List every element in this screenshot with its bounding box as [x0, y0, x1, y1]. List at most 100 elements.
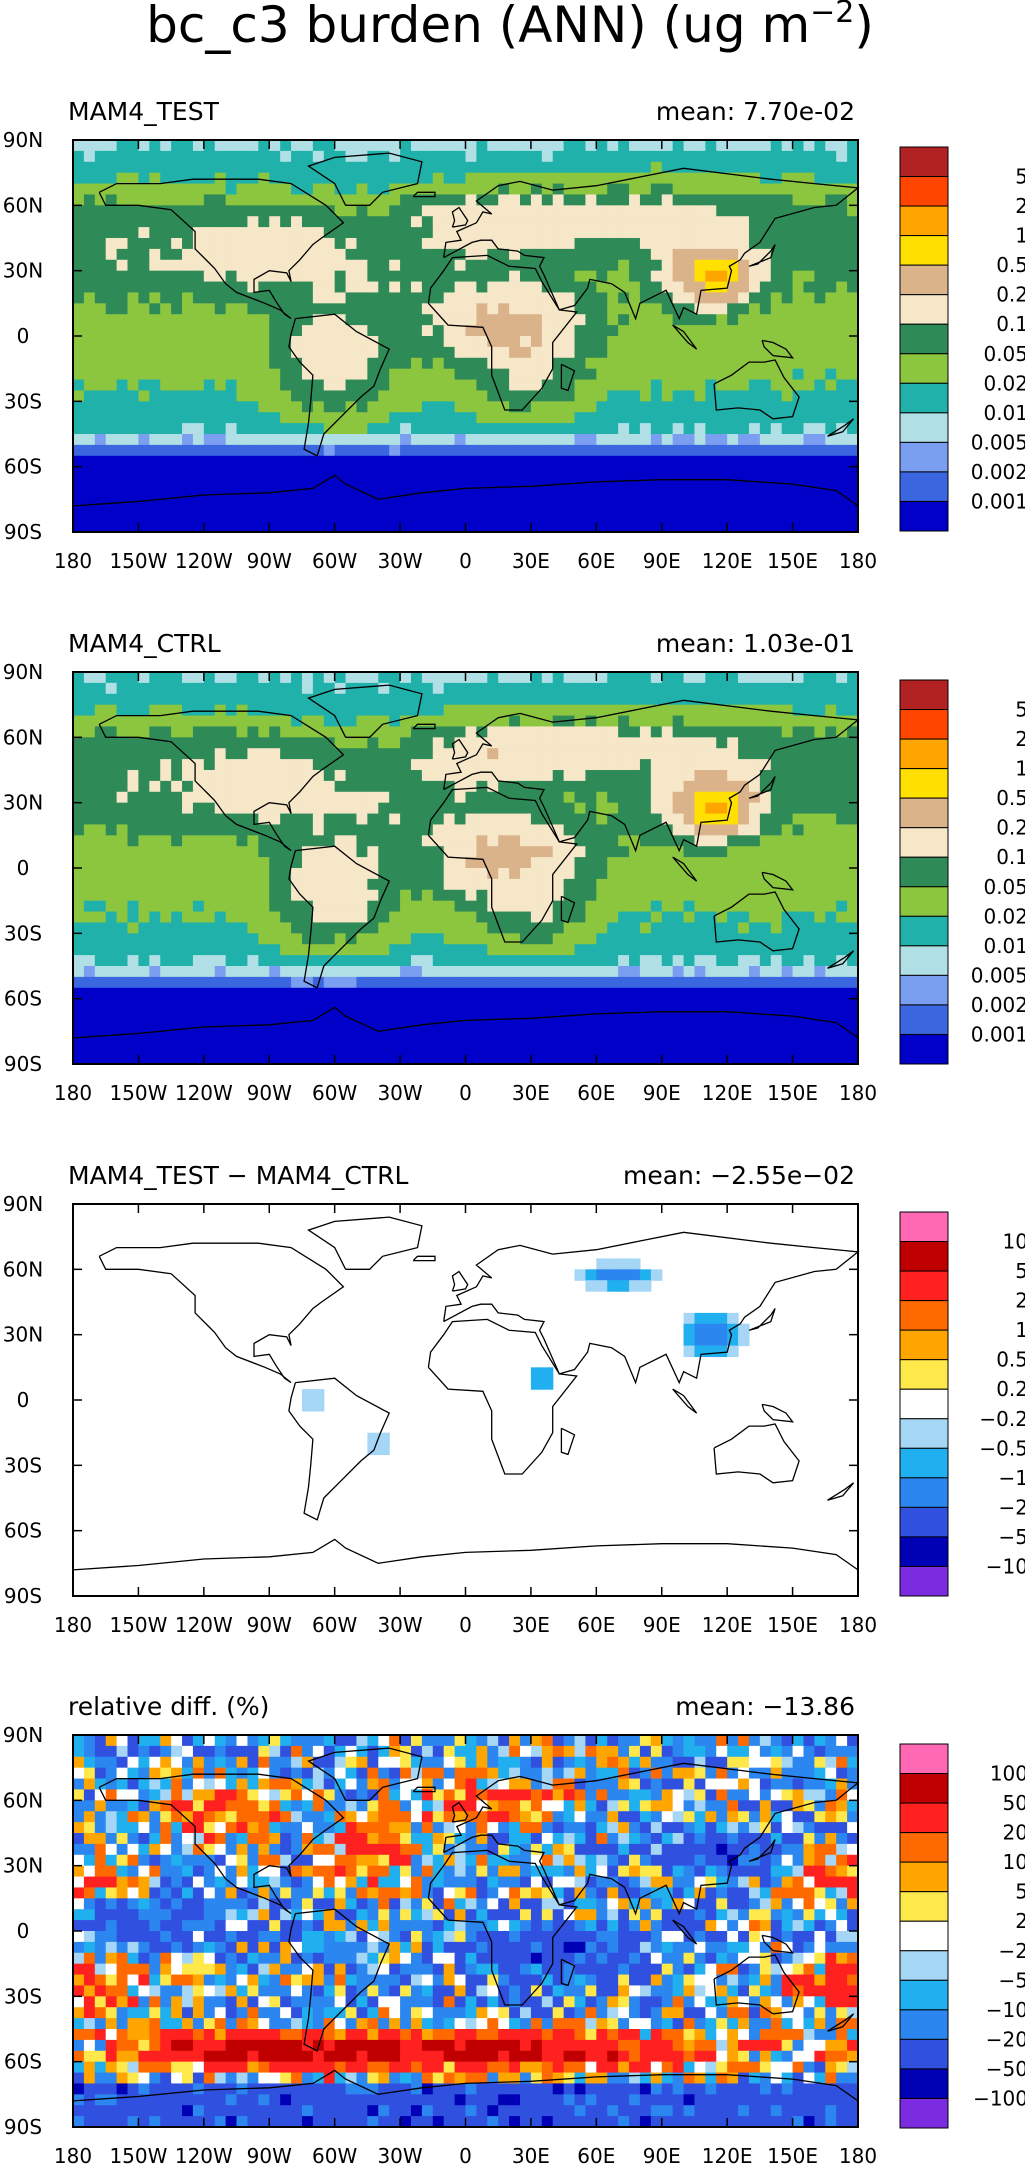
field-cell — [378, 379, 390, 392]
field-cell — [312, 672, 325, 684]
field-cell — [748, 911, 761, 924]
field-cell — [378, 150, 390, 163]
field-cell — [672, 759, 685, 771]
field-cell — [520, 466, 532, 479]
field-cell — [323, 857, 336, 869]
field-cell — [585, 726, 597, 738]
field-cell — [258, 693, 270, 706]
field-cell — [323, 379, 336, 392]
field-cell — [716, 704, 728, 717]
field-cell — [171, 813, 183, 826]
field-cell — [759, 248, 772, 261]
field-cell — [847, 379, 859, 392]
field-cell — [716, 325, 728, 337]
field-cell — [367, 357, 379, 370]
field-cell — [160, 336, 172, 348]
field-cell — [803, 791, 815, 804]
field-cell — [389, 802, 401, 815]
field-cell — [73, 791, 85, 804]
field-cell — [847, 955, 859, 967]
field-cell — [367, 857, 379, 869]
field-cell — [410, 868, 423, 880]
field-cell — [323, 510, 336, 522]
field-cell — [705, 737, 717, 749]
field-cell — [389, 998, 401, 1011]
field-cell — [552, 857, 565, 869]
field-cell — [116, 248, 129, 261]
field-cell — [476, 194, 488, 206]
field-cell — [607, 770, 619, 782]
field-cell — [770, 303, 783, 315]
field-cell — [182, 444, 194, 457]
field-cell — [672, 368, 685, 381]
field-cell — [73, 390, 85, 402]
field-cell — [367, 259, 379, 272]
field-cell — [563, 248, 576, 261]
field-cell — [214, 368, 227, 381]
field-cell — [705, 238, 717, 250]
field-cell — [301, 412, 314, 424]
field-cell — [639, 791, 652, 804]
field-cell — [618, 846, 630, 858]
field-cell — [105, 150, 118, 163]
field-cell — [716, 868, 728, 880]
field-cell — [563, 682, 576, 695]
field-cell — [258, 227, 270, 239]
field-cell — [748, 303, 761, 315]
field-cell — [629, 933, 641, 945]
field-cell — [748, 846, 761, 858]
field-cell — [541, 857, 554, 869]
field-cell — [225, 748, 238, 760]
field-cell — [661, 868, 674, 880]
field-cell — [585, 846, 597, 858]
field-cell — [476, 390, 488, 402]
field-cell — [356, 955, 368, 967]
field-cell — [727, 248, 739, 261]
field-cell — [301, 357, 314, 370]
title-main: bc_c3 burden (ANN) (ug m — [146, 0, 810, 54]
field-cell — [650, 183, 663, 196]
field-cell — [825, 194, 837, 206]
field-cell — [182, 510, 194, 522]
field-cell — [563, 303, 576, 315]
field-cell — [672, 966, 685, 978]
field-cell — [291, 303, 303, 315]
field-cell — [367, 770, 379, 782]
field-cell — [171, 183, 183, 196]
field-cell — [454, 238, 467, 250]
field-cell — [530, 510, 543, 522]
field-cell — [618, 715, 630, 728]
field-cell — [345, 998, 358, 1011]
field-cell — [280, 194, 292, 206]
field-cell — [192, 227, 205, 239]
field-cell — [127, 401, 140, 413]
field-cell — [530, 357, 543, 370]
field-cell — [672, 183, 685, 196]
field-cell — [716, 194, 728, 206]
field-cell — [683, 205, 696, 217]
field-cell — [291, 466, 303, 479]
field-cell — [192, 933, 205, 945]
field-cell — [487, 922, 499, 934]
field-cell — [160, 499, 172, 511]
field-cell — [301, 238, 314, 250]
field-cell — [410, 401, 423, 413]
field-cell — [389, 726, 401, 738]
field-cell — [105, 259, 118, 272]
field-cell — [847, 336, 859, 348]
field-cell — [400, 248, 412, 261]
field-cell — [138, 998, 150, 1011]
field-cell — [421, 161, 434, 174]
field-cell — [214, 835, 227, 847]
field-cell — [716, 466, 728, 479]
field-cell — [410, 238, 423, 250]
field-cell — [487, 868, 499, 880]
field-cell — [705, 944, 717, 956]
field-cell — [127, 510, 140, 522]
field-cell — [225, 868, 238, 880]
field-cell — [727, 987, 739, 1000]
field-cell — [738, 227, 750, 239]
field-cell — [487, 379, 499, 392]
field-cell — [672, 510, 685, 522]
field-cell — [410, 444, 423, 457]
